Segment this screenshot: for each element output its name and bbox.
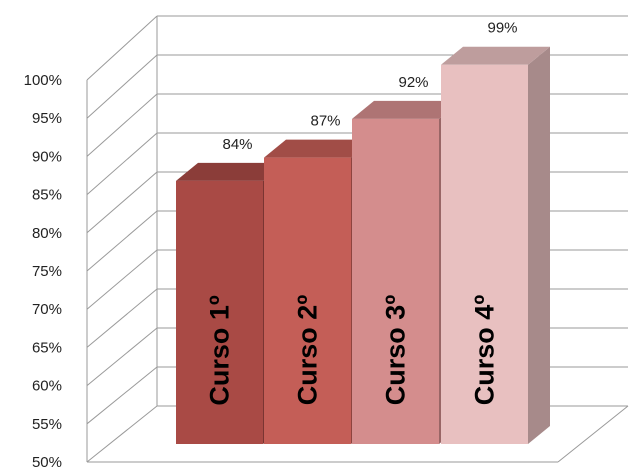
bar-front xyxy=(352,118,439,445)
bar-front xyxy=(176,180,263,444)
y-tick-label: 75% xyxy=(32,263,62,280)
data-labels: 84% 87% 92% 99% xyxy=(222,20,517,153)
bar-front xyxy=(264,157,351,444)
bar-top xyxy=(441,46,550,65)
y-tick-label: 95% xyxy=(32,110,62,127)
bar-top xyxy=(352,100,461,119)
bar-front xyxy=(441,64,528,445)
bar-top xyxy=(176,162,285,181)
data-label: 92% xyxy=(398,74,428,91)
y-tick-label: 65% xyxy=(32,339,62,356)
y-tick-label: 100% xyxy=(24,72,62,89)
floor-right-edge xyxy=(557,405,629,463)
bar-top xyxy=(264,139,373,158)
gridline-side xyxy=(86,93,158,157)
y-tick-label: 55% xyxy=(32,416,62,433)
y-tick-label: 70% xyxy=(32,301,62,318)
y-tick-label: 60% xyxy=(32,378,62,395)
gridline-side xyxy=(86,405,158,463)
bar: Curso 4º xyxy=(441,46,550,445)
bar-category-label: Curso 4º xyxy=(470,295,500,406)
data-label: 87% xyxy=(310,113,340,130)
gridline-side xyxy=(86,15,158,81)
gridline-side xyxy=(86,249,158,310)
data-label: 84% xyxy=(222,136,252,153)
gridline-side xyxy=(86,132,158,195)
bars: Curso 1º Curso 2º Curso 3º Curso 4º xyxy=(176,46,550,445)
data-label: 99% xyxy=(487,20,517,37)
y-axis-ticks: 50% 55% 60% 65% 70% 75% 80% 85% 90% 95% 100% xyxy=(24,72,62,471)
gridline-side xyxy=(86,54,158,119)
bar-category-label: Curso 1º xyxy=(205,295,235,406)
gridline-side xyxy=(86,327,158,386)
gridline-side xyxy=(86,366,158,425)
bar-category-label: Curso 3º xyxy=(381,295,411,406)
gridline-side xyxy=(86,210,158,272)
gridline-side xyxy=(86,288,158,348)
y-tick-label: 80% xyxy=(32,225,62,242)
y-tick-label: 50% xyxy=(32,454,62,471)
bar-side xyxy=(528,46,550,445)
y-tick-label: 90% xyxy=(32,148,62,165)
y-tick-label: 85% xyxy=(32,187,62,204)
gridline-side xyxy=(86,171,158,234)
bar-category-label: Curso 2º xyxy=(293,295,323,406)
